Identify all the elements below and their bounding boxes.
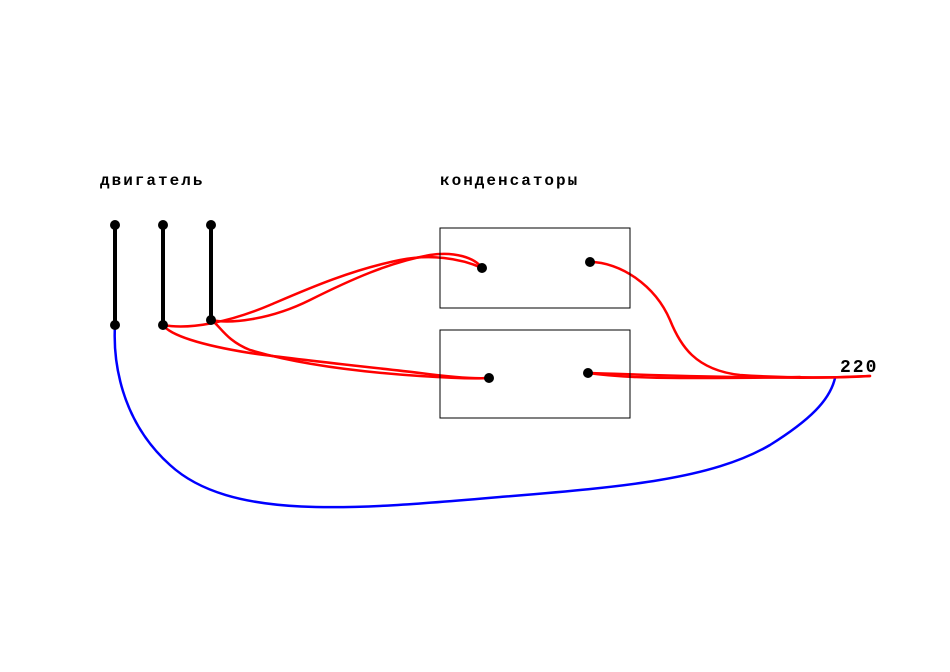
motor-terminal-dot <box>110 220 120 230</box>
capacitor-terminal <box>583 368 593 378</box>
live-wire <box>590 262 870 377</box>
motor-terminal-dot <box>206 220 216 230</box>
motor-terminal-dot <box>158 220 168 230</box>
capacitor-box-1 <box>440 228 630 308</box>
capacitor-terminal <box>585 257 595 267</box>
neutral-wire <box>115 325 835 507</box>
motor-terminal-dot <box>158 320 168 330</box>
capacitor-terminal <box>477 263 487 273</box>
live-wire <box>211 320 489 378</box>
capacitor-terminal <box>484 373 494 383</box>
motor-terminal-dot <box>206 315 216 325</box>
motor-terminal-dot <box>110 320 120 330</box>
motor-label: двигатель <box>100 172 204 190</box>
voltage-label: 220 <box>840 358 878 378</box>
capacitors-label: конденсаторы <box>440 172 579 190</box>
